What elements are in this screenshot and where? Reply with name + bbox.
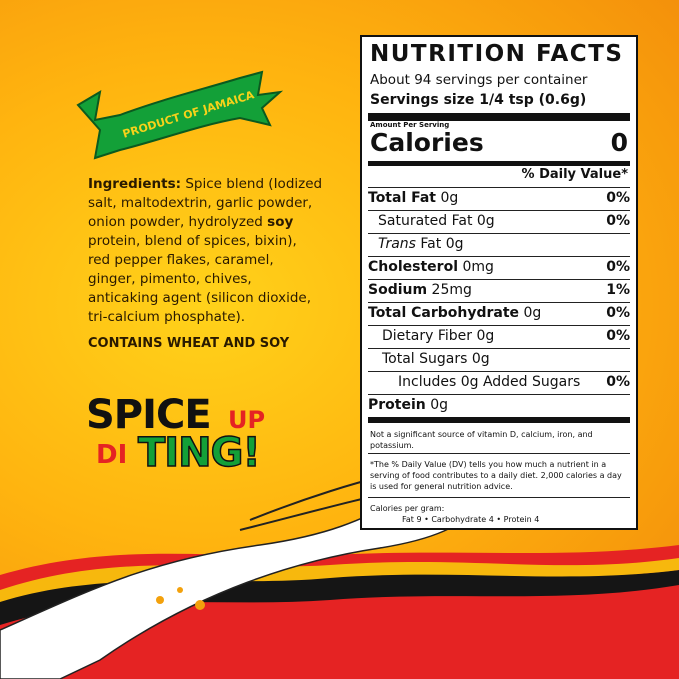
nutrient-name: Trans	[378, 236, 416, 252]
allergen: soy	[267, 214, 294, 230]
row-rule	[368, 348, 630, 349]
ribbon	[76, 70, 284, 160]
row-rule	[368, 394, 630, 395]
thick-rule	[368, 417, 630, 423]
nutrient-row: Trans Fat 0g	[368, 233, 630, 256]
medium-rule	[368, 161, 630, 166]
nutrient-name: Saturated Fat 0g	[378, 213, 495, 229]
nutrient-name: Fat 0g	[415, 236, 464, 252]
row-rule	[368, 279, 630, 280]
row-rule	[368, 302, 630, 303]
slogan-word: UP	[228, 406, 266, 434]
ingredients-text: Spice blend (Iodized salt, maltodextrin,…	[88, 176, 323, 230]
daily-value: 0%	[606, 259, 630, 275]
nutrient-row: Total Fat 0g 0%	[368, 187, 630, 210]
foot-rule	[368, 497, 630, 498]
amount-per: Amount Per Serving	[370, 121, 450, 129]
daily-value: 1%	[606, 282, 630, 298]
nutrient-row: Saturated Fat 0g 0%	[368, 210, 630, 233]
nutrient-row: Total Sugars 0g	[368, 348, 630, 371]
nutrient-name: Dietary Fiber 0g	[382, 328, 495, 344]
serving-size: Servings size 1/4 tsp (0.6g)	[370, 92, 587, 108]
row-rule	[368, 210, 630, 211]
nutrient-amount: 0g	[440, 190, 459, 206]
footnote: *The % Daily Value (DV) tells you how mu…	[370, 460, 622, 491]
calories-value: 0	[610, 128, 628, 157]
daily-value: 0%	[606, 305, 630, 321]
nutrient-name: Sodium	[368, 282, 428, 298]
row-rule	[368, 187, 630, 188]
nutrient-amount: 0g	[430, 397, 448, 413]
nutrient-name: Total Sugars 0g	[382, 351, 490, 367]
daily-value: 0%	[606, 213, 630, 229]
nutrient-row: Cholesterol 0mg 0%	[368, 256, 630, 279]
nutrient-row: Includes 0g Added Sugars 0%	[368, 371, 630, 394]
nutrient-row: Sodium 25mg 1%	[368, 279, 630, 302]
nutrient-amount: 0mg	[462, 259, 494, 275]
ingredients: Ingredients: Spice blend (Iodized salt, …	[88, 175, 323, 327]
nutrient-name: Includes 0g Added Sugars	[398, 374, 581, 390]
nutrient-amount: 0g	[523, 305, 542, 321]
nutrient-amount: 25mg	[431, 282, 472, 298]
label-title: NUTRITION FACTS	[370, 41, 624, 67]
nutrient-row: Total Carbohydrate 0g 0%	[368, 302, 630, 325]
dv-header: % Daily Value*	[521, 167, 628, 182]
footnote: Not a significant source of vitamin D, c…	[370, 430, 593, 450]
daily-value: 0%	[606, 328, 630, 344]
nutrient-row: Protein 0g	[368, 394, 630, 417]
footnote: Fat 9 • Carbohydrate 4 • Protein 4	[402, 515, 540, 524]
nutrient-name: Total Carbohydrate	[368, 305, 520, 321]
nutrition-label: NUTRITION FACTS About 94 servings per con…	[360, 35, 638, 530]
nutrient-name: Cholesterol	[368, 259, 458, 275]
thick-rule	[368, 113, 630, 121]
slogan-word: TING!	[137, 429, 261, 477]
row-rule	[368, 233, 630, 234]
row-rule	[368, 371, 630, 372]
row-rule	[368, 325, 630, 326]
nutrient-name: Total Fat	[368, 190, 437, 206]
nutrient-row: Dietary Fiber 0g 0%	[368, 325, 630, 348]
slogan-word: SPICE	[86, 392, 212, 438]
daily-value: 0%	[606, 374, 630, 390]
ingredients-label: Ingredients:	[88, 176, 182, 192]
row-rule	[368, 256, 630, 257]
footnote: Calories per gram:	[370, 504, 445, 513]
ingredients-text: protein, blend of spices, bixin), red pe…	[88, 233, 311, 325]
allergen-statement: CONTAINS WHEAT AND SOY	[88, 336, 290, 351]
calories-label: Calories	[370, 128, 484, 157]
foot-rule	[368, 453, 630, 454]
daily-value: 0%	[606, 190, 630, 206]
slogan-word: DI	[96, 440, 128, 470]
servings: About 94 servings per container	[370, 72, 588, 88]
nutrient-name: Protein	[368, 397, 426, 413]
